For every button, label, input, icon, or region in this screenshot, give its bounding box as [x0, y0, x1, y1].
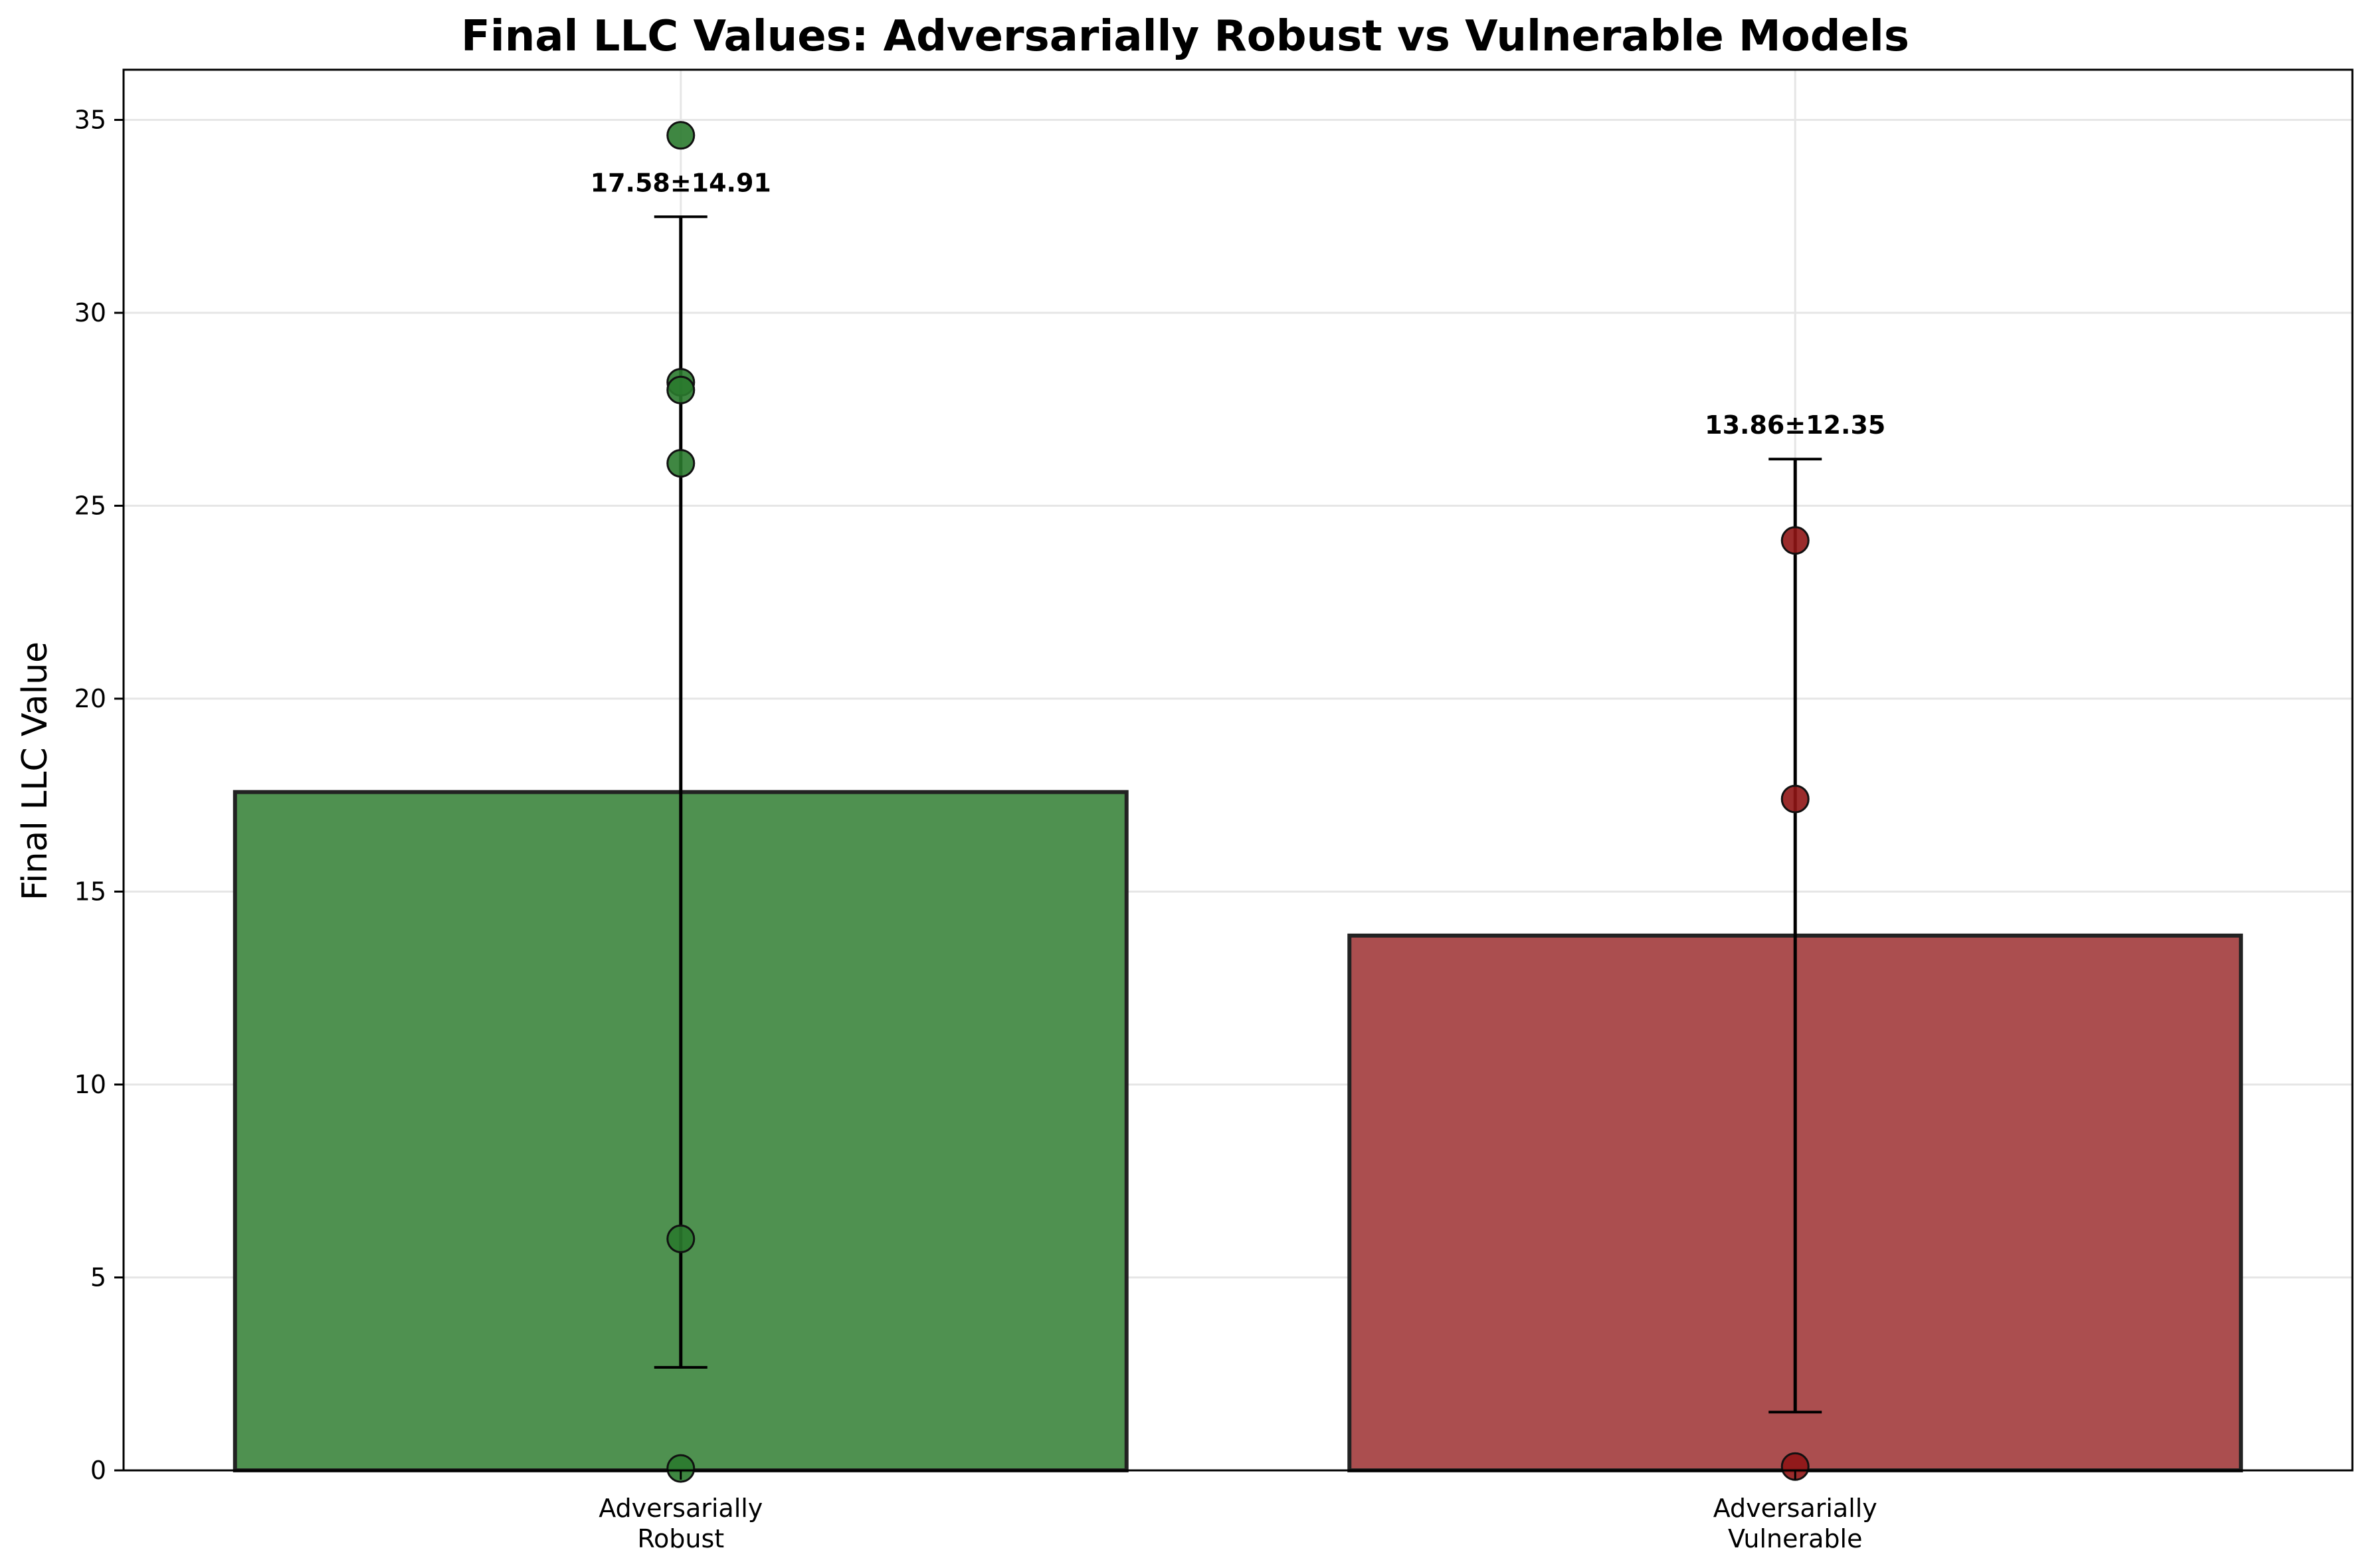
data-point	[1780, 1452, 1810, 1481]
y-tick-label: 20	[74, 684, 106, 713]
bar-value-label: 17.58±14.91	[591, 168, 771, 197]
x-tick-label-line: Robust	[637, 1524, 724, 1553]
data-points	[666, 121, 1810, 1483]
bar-value-label: 13.86±12.35	[1705, 410, 1885, 440]
data-point	[666, 375, 696, 404]
x-tick-label-line: Adversarially	[1713, 1494, 1877, 1523]
x-tick-label-line: Adversarially	[599, 1494, 763, 1523]
data-point	[666, 1224, 696, 1253]
axes	[114, 68, 2354, 1480]
data-point	[1780, 784, 1810, 814]
data-point	[666, 449, 696, 478]
y-tick-label: 0	[90, 1456, 106, 1485]
error-bars	[654, 215, 1822, 1414]
y-tick-label: 30	[74, 298, 106, 327]
y-tick-label: 25	[74, 491, 106, 521]
y-tick-label: 35	[74, 106, 106, 135]
data-point	[666, 121, 696, 150]
data-point	[1780, 526, 1810, 555]
y-tick-label: 10	[74, 1070, 106, 1099]
x-tick-label-line: Vulnerable	[1728, 1524, 1863, 1553]
y-axis-label: Final LLC Value	[15, 642, 55, 901]
data-point	[666, 1454, 696, 1483]
bars	[233, 790, 2243, 1473]
plot-frame	[122, 68, 2354, 1472]
chart-title: Final LLC Values: Adversarially Robust v…	[461, 12, 1909, 61]
y-tick-label: 15	[74, 877, 106, 907]
x-tick-label: Adversarially Vulnerable	[1713, 1494, 1877, 1553]
x-tick-label: Adversarially Robust	[599, 1494, 763, 1553]
y-tick-label: 5	[90, 1263, 106, 1292]
